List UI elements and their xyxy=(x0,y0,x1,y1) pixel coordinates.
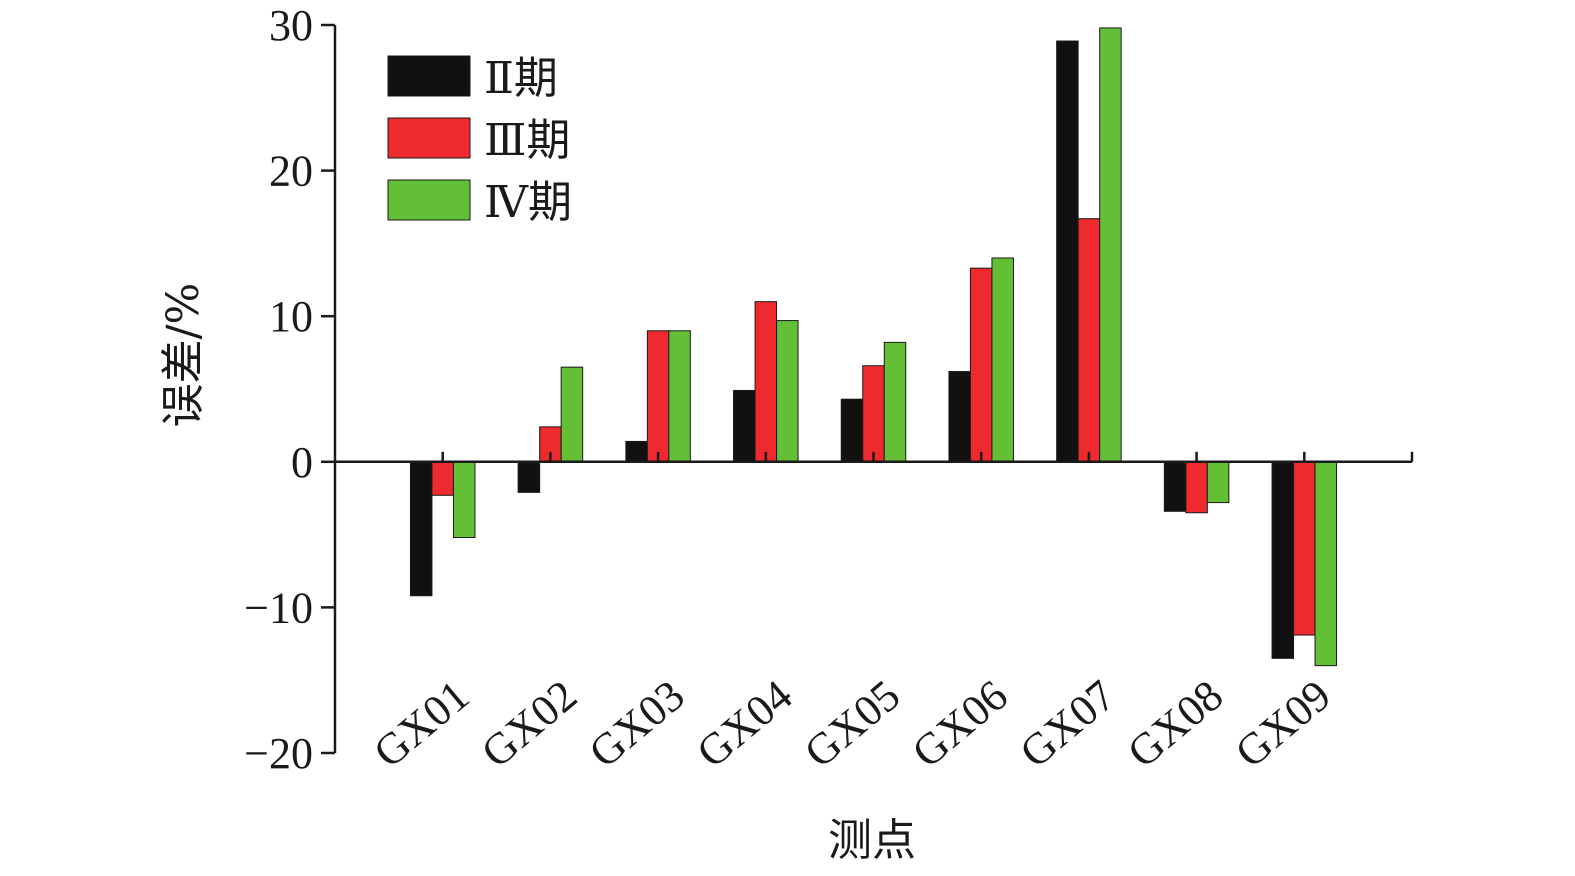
bar-gx03-series-2 xyxy=(646,330,670,463)
bar-gx02-series-3 xyxy=(560,366,584,463)
x-category-label: GX03 xyxy=(580,671,694,778)
y-tick-label: 0 xyxy=(291,438,313,487)
x-category-label: GX07 xyxy=(1011,671,1125,778)
bar-gx06-series-2 xyxy=(969,267,993,463)
bar-gx06-series-3 xyxy=(991,257,1014,463)
bar-gx07-series-1 xyxy=(1056,40,1079,463)
y-axis-ticks: 30 20 10 0 −10 −20 xyxy=(244,1,335,778)
x-axis-ticks xyxy=(441,451,1414,462)
legend-label-series-3: Ⅳ期 xyxy=(484,177,572,228)
x-category-label: GX04 xyxy=(688,671,802,778)
y-axis-title: 误差/% xyxy=(158,283,209,428)
y-tick-label: −10 xyxy=(244,583,313,632)
legend-swatch-series-3 xyxy=(387,179,471,221)
y-tick-label: 30 xyxy=(269,1,313,50)
bar-gx05-series-3 xyxy=(883,341,907,463)
bar-gx08-series-3 xyxy=(1206,461,1230,504)
bar-gx08-series-1 xyxy=(1163,461,1187,512)
legend-swatch-series-2 xyxy=(387,117,471,159)
bar-gx01-series-3 xyxy=(452,461,476,539)
bar-gx09-series-3 xyxy=(1314,461,1338,667)
bar-gx07-series-2 xyxy=(1077,218,1101,463)
bar-gx04-series-3 xyxy=(776,320,799,463)
bar-gx07-series-3 xyxy=(1099,27,1122,463)
bar-gx05-series-2 xyxy=(862,365,885,463)
bar-gx06-series-1 xyxy=(948,371,971,463)
bar-gx03-series-1 xyxy=(625,440,648,463)
legend-label-series-1: Ⅱ期 xyxy=(484,53,558,104)
bars-group xyxy=(409,27,1338,667)
y-tick-label: 20 xyxy=(269,147,313,196)
x-category-label: GX05 xyxy=(795,671,909,778)
x-category-label: GX02 xyxy=(472,671,586,778)
bar-gx02-series-1 xyxy=(517,461,541,493)
bar-gx04-series-1 xyxy=(733,389,756,463)
bar-gx09-series-2 xyxy=(1293,461,1316,636)
bar-gx09-series-1 xyxy=(1271,461,1295,659)
legend-swatch-series-1 xyxy=(387,55,471,97)
x-category-label: GX08 xyxy=(1118,671,1232,778)
bar-gx08-series-2 xyxy=(1185,461,1208,514)
y-tick-label: 10 xyxy=(269,292,313,341)
x-category-label: GX06 xyxy=(903,671,1017,778)
legend-label-series-2: Ⅲ期 xyxy=(484,115,570,166)
x-axis-title: 测点 xyxy=(828,815,916,866)
bar-gx01-series-2 xyxy=(431,461,454,496)
bar-gx05-series-1 xyxy=(840,398,864,463)
y-tick-label: −20 xyxy=(244,729,313,778)
bar-gx01-series-1 xyxy=(409,461,433,597)
x-category-label: GX09 xyxy=(1226,671,1340,778)
bar-gx04-series-2 xyxy=(754,301,778,463)
bar-gx03-series-3 xyxy=(668,330,691,463)
legend: Ⅱ期 Ⅲ期 Ⅳ期 xyxy=(387,53,572,228)
x-category-label: GX01 xyxy=(364,671,478,778)
